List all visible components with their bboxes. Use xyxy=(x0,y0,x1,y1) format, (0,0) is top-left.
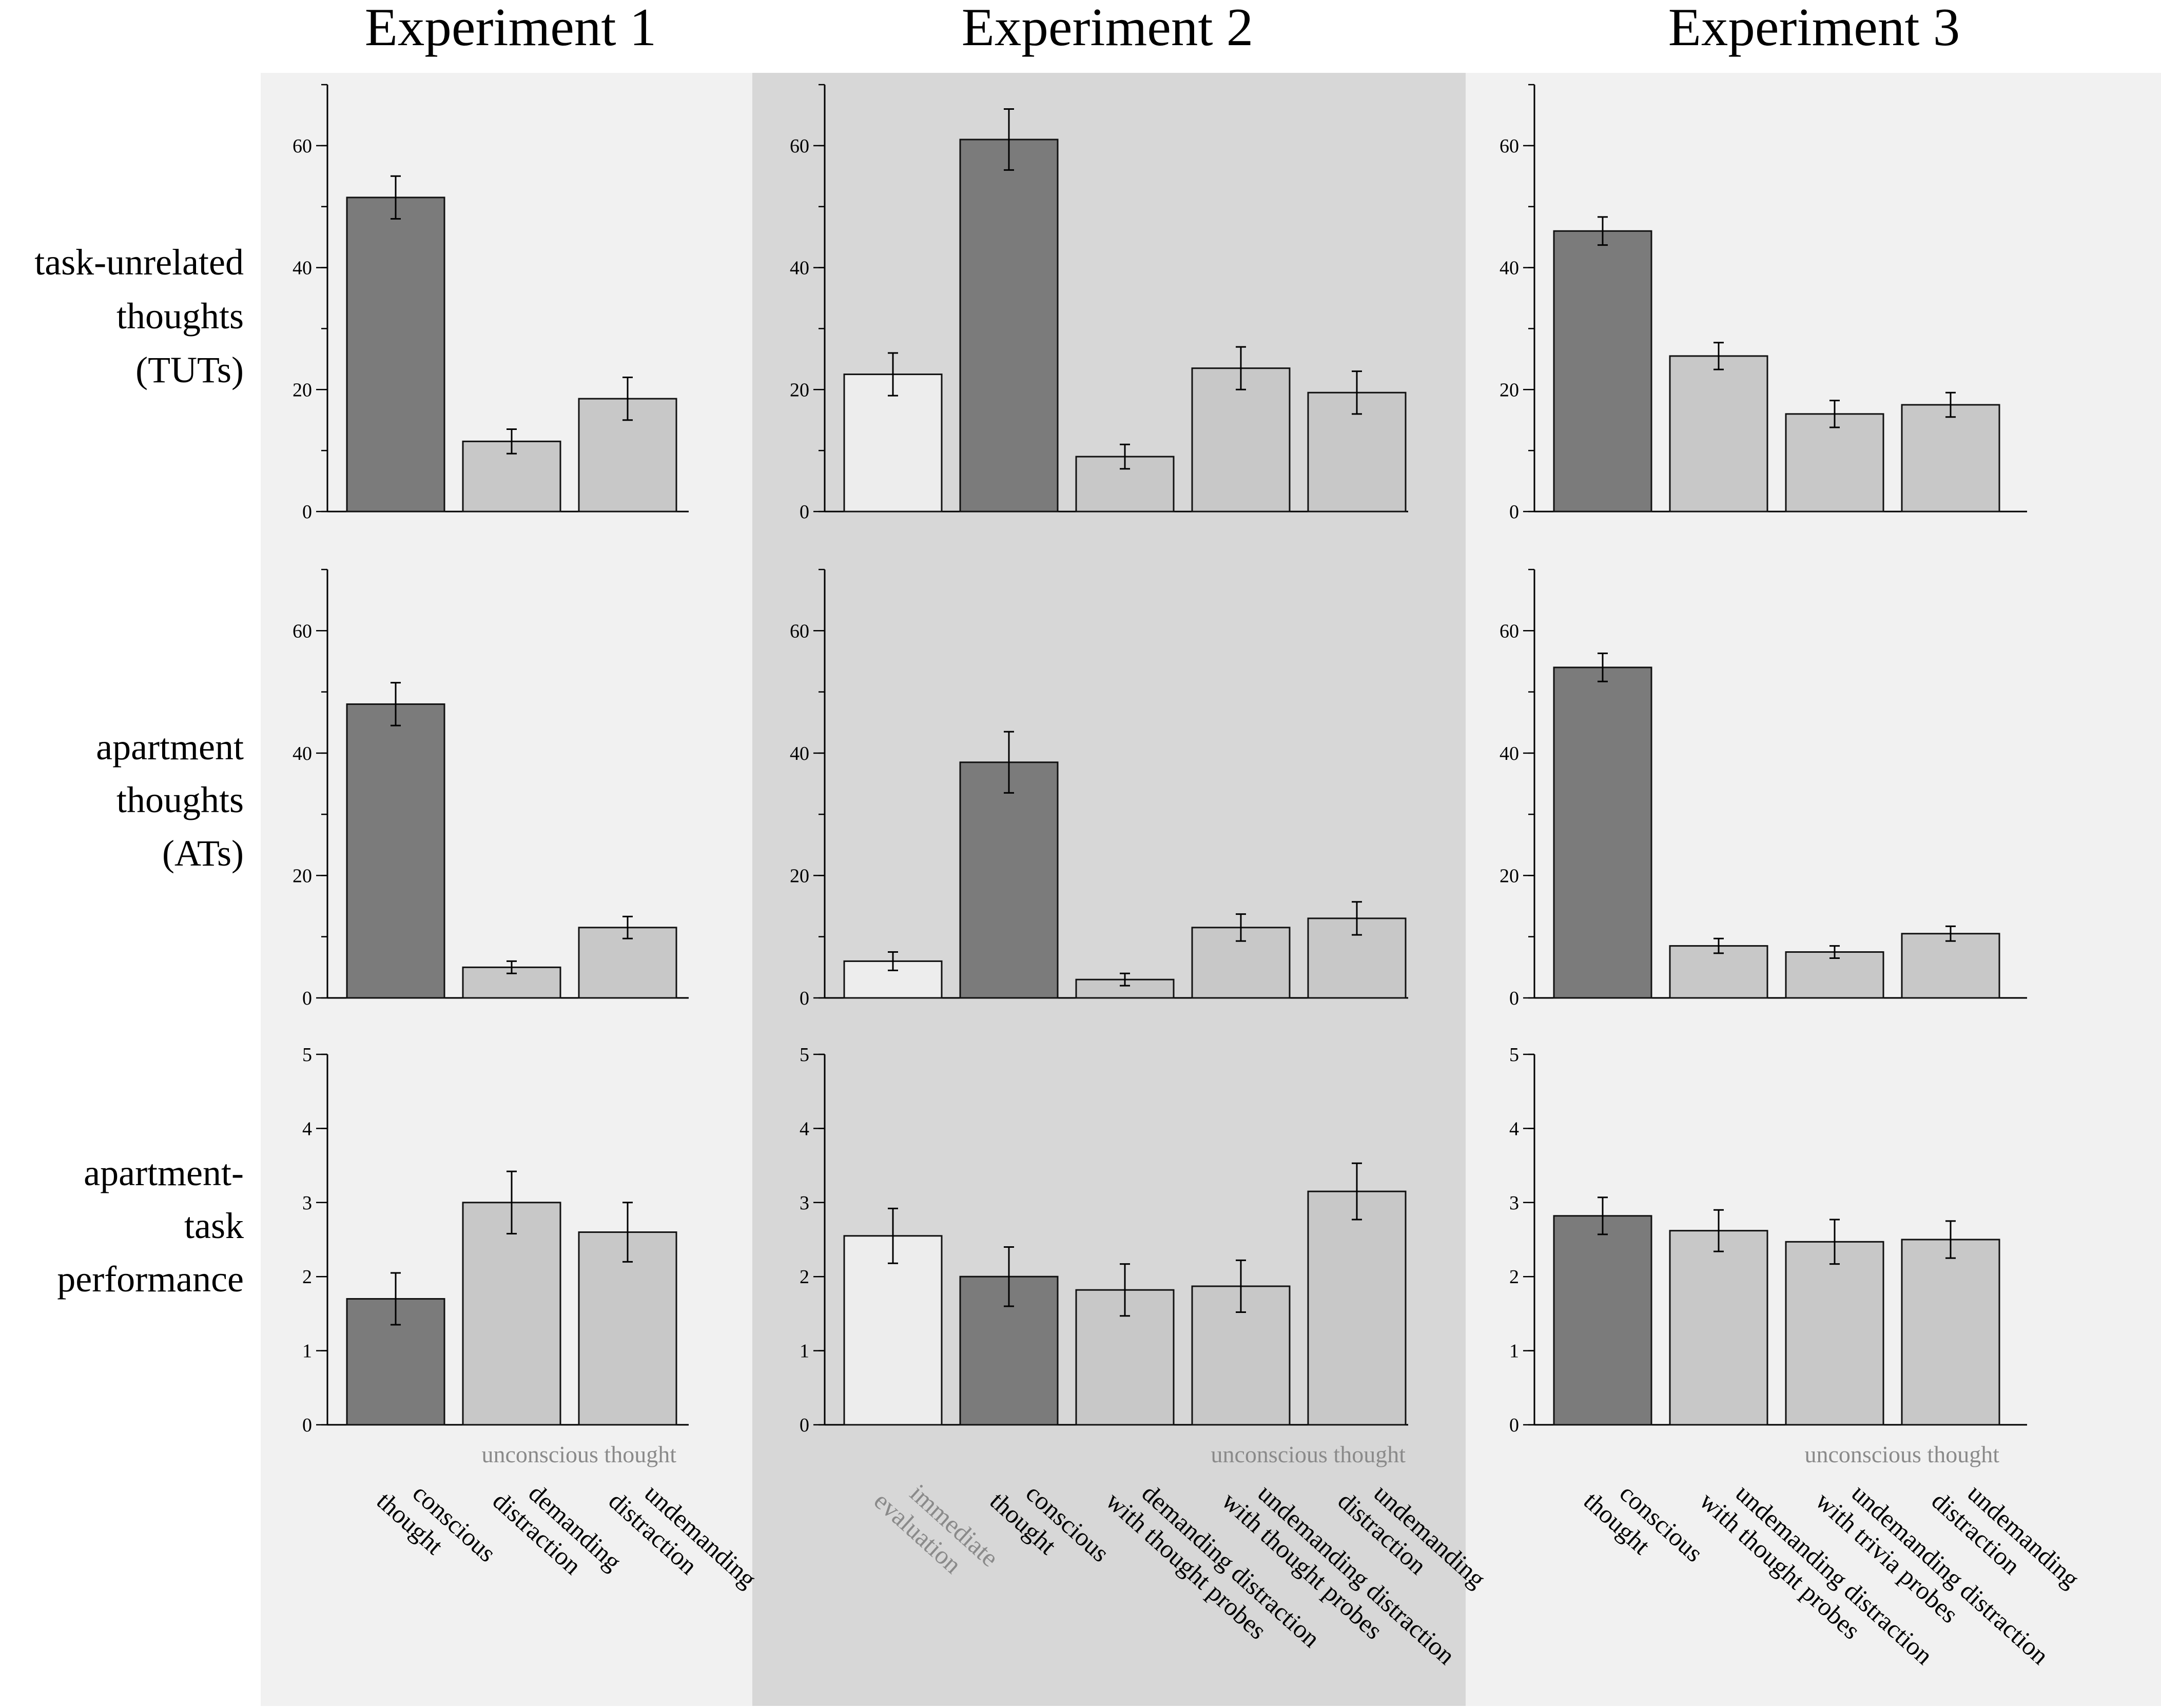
y-tick-label: 0 xyxy=(1509,501,1519,523)
y-tick-label: 60 xyxy=(293,620,312,642)
y-tick-label: 3 xyxy=(302,1192,312,1214)
y-tick-label: 60 xyxy=(293,135,312,157)
y-tick-label: 5 xyxy=(800,1044,809,1066)
group-label-unconscious-thought: unconscious thought xyxy=(1805,1441,2000,1467)
bar-immediate-evaluation xyxy=(843,374,943,513)
subplot-exp1-row1: 0 20 40 60 xyxy=(293,84,689,523)
y-tick-label: 2 xyxy=(1509,1266,1519,1288)
y-tick-label: 0 xyxy=(302,988,312,1009)
bar-immediate-evaluation xyxy=(843,1235,943,1426)
y-tick-label: 20 xyxy=(790,379,809,401)
bar-conscious-thought xyxy=(959,761,1059,999)
subplot-exp1-row2: 0 20 40 60 xyxy=(293,568,689,1009)
subplot-exp3-row3: 0 1 2 3 4 5 xyxy=(1509,1044,2027,1436)
bar-undemanding-distraction-with-trivia-probes xyxy=(1785,413,1884,513)
y-tick-label: 0 xyxy=(800,1415,809,1436)
bar-undemanding-distraction-with-thought-probes xyxy=(1669,1230,1768,1426)
y-tick-label: 40 xyxy=(790,743,809,764)
experiment-panel-2 xyxy=(752,73,1466,1706)
y-tick-label: 3 xyxy=(800,1192,809,1214)
bar-undemanding-distraction xyxy=(1307,917,1407,999)
y-tick-label: 40 xyxy=(293,743,312,764)
bar-conscious-thought xyxy=(1553,666,1652,999)
experiment-titles: Experiment 1 Experiment 2 Experiment 3 xyxy=(365,0,1960,57)
group-label-unconscious-thought: unconscious thought xyxy=(1211,1441,1406,1467)
y-tick-label: 1 xyxy=(302,1341,312,1362)
y-tick-label: 2 xyxy=(302,1266,312,1288)
y-tick-label: 0 xyxy=(1509,988,1519,1009)
y-tick-label: 5 xyxy=(302,1044,312,1066)
y-tick-label: 5 xyxy=(1509,1044,1519,1066)
y-tick-label: 0 xyxy=(800,501,809,523)
subplot-exp2-row2: 0 20 40 60 xyxy=(790,568,1408,1009)
bar-undemanding-distraction xyxy=(1307,1190,1407,1426)
y-tick-label: 2 xyxy=(800,1266,809,1288)
y-tick-label: 4 xyxy=(800,1118,809,1140)
experiment-title-2: Experiment 2 xyxy=(962,0,1254,57)
y-tick-label: 20 xyxy=(293,379,312,401)
bar-undemanding-distraction-with-trivia-probes xyxy=(1785,1241,1884,1426)
bar-demanding-distraction xyxy=(462,1202,561,1426)
bar-undemanding-distraction-with-thought-probes xyxy=(1669,945,1768,999)
row-labels: task-unrelated thoughts (TUTs) apartment tho… xyxy=(34,242,244,1300)
subplot-exp2-row1: 0 20 40 60 xyxy=(790,84,1408,523)
y-tick-label: 60 xyxy=(790,620,809,642)
experiment-panel-1 xyxy=(261,73,752,1706)
y-tick-label: 4 xyxy=(302,1118,312,1140)
y-tick-label: 20 xyxy=(1500,379,1519,401)
y-tick-label: 40 xyxy=(790,258,809,279)
bar-undemanding-distraction-with-thought-probes xyxy=(1669,355,1768,513)
bar-undemanding-distraction xyxy=(1901,933,2000,999)
row-label-2: apartment thoughts (ATs) xyxy=(96,727,244,874)
y-tick-label: 20 xyxy=(790,865,809,887)
y-tick-label: 60 xyxy=(1500,620,1519,642)
y-tick-label: 0 xyxy=(302,1415,312,1436)
bar-conscious-thought xyxy=(1553,230,1652,513)
y-tick-label: 20 xyxy=(293,865,312,887)
experiment-title-3: Experiment 3 xyxy=(1668,0,1960,57)
bar-undemanding-distraction xyxy=(1901,404,2000,513)
y-tick-label: 1 xyxy=(800,1341,809,1362)
y-tick-label: 60 xyxy=(790,135,809,157)
bar-conscious-thought xyxy=(346,197,445,513)
y-tick-label: 60 xyxy=(1500,135,1519,157)
experiment-title-1: Experiment 1 xyxy=(365,0,657,57)
y-tick-label: 0 xyxy=(800,988,809,1009)
y-tick-label: 0 xyxy=(302,501,312,523)
subplot-exp2-row3: 0 1 2 3 4 5 xyxy=(800,1044,1408,1436)
y-tick-label: 40 xyxy=(1500,258,1519,279)
bar-undemanding-distraction xyxy=(1901,1239,2000,1426)
y-tick-label: 1 xyxy=(1509,1341,1519,1362)
bar-conscious-thought xyxy=(346,703,445,999)
y-tick-label: 20 xyxy=(1500,865,1519,887)
group-label-unconscious-thought: unconscious thought xyxy=(482,1441,677,1467)
row-label-1: task-unrelated thoughts (TUTs) xyxy=(34,242,244,390)
bar-undemanding-distraction-with-thought-probes xyxy=(1191,367,1291,513)
y-tick-label: 40 xyxy=(1500,743,1519,764)
bar-undemanding-distraction xyxy=(578,1231,677,1426)
subplot-exp3-row1: 0 20 40 60 xyxy=(1500,84,2027,523)
row-label-3: apartment-task performance xyxy=(57,1152,244,1300)
subplot-exp1-row3: 0 1 2 3 4 5 xyxy=(302,1044,689,1436)
y-tick-label: 4 xyxy=(1509,1118,1519,1140)
bar-conscious-thought xyxy=(1553,1215,1652,1426)
y-tick-label: 0 xyxy=(1509,1415,1519,1436)
y-tick-label: 40 xyxy=(293,258,312,279)
y-tick-label: 3 xyxy=(1509,1192,1519,1214)
subplot-exp3-row2: 0 20 40 60 xyxy=(1500,568,2027,1009)
bar-conscious-thought xyxy=(959,139,1059,513)
